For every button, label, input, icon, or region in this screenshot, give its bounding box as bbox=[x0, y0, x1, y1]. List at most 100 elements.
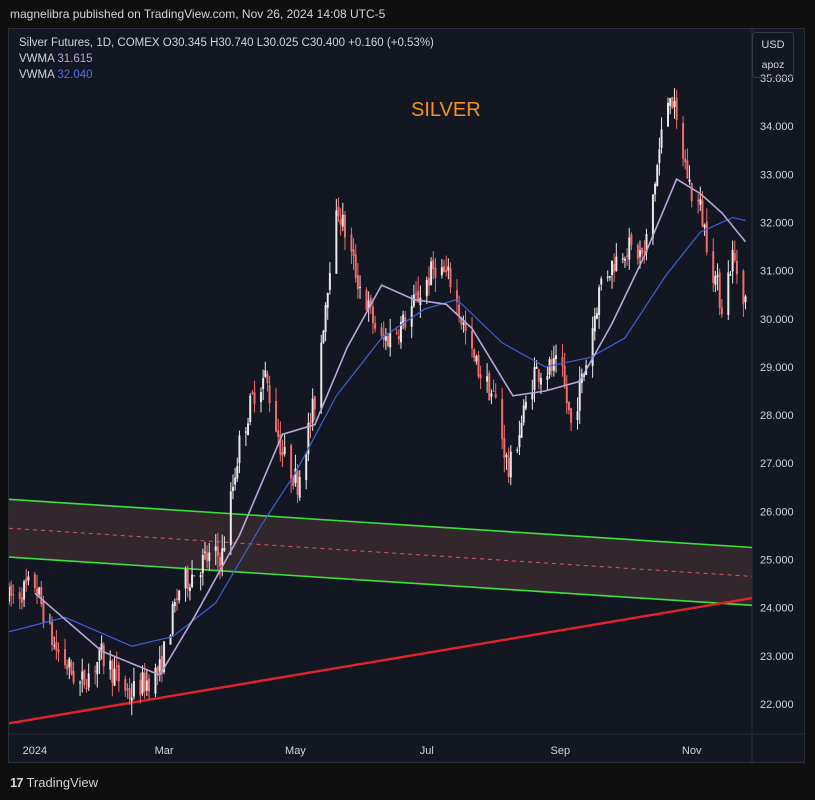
candle-body[interactable] bbox=[399, 321, 402, 343]
candle-body[interactable] bbox=[42, 601, 45, 624]
candle-body[interactable] bbox=[563, 365, 566, 387]
candle-body[interactable] bbox=[10, 585, 13, 596]
candle-body[interactable] bbox=[673, 100, 676, 108]
candle-body[interactable] bbox=[326, 292, 329, 308]
candle-body[interactable] bbox=[449, 268, 452, 288]
candle-body[interactable] bbox=[591, 328, 594, 366]
candle-body[interactable] bbox=[53, 645, 56, 647]
candle-body[interactable] bbox=[264, 370, 267, 377]
candle-body[interactable] bbox=[216, 546, 219, 557]
candle-body[interactable] bbox=[199, 575, 202, 578]
candle-body[interactable] bbox=[464, 323, 467, 331]
candle-body[interactable] bbox=[565, 386, 568, 404]
candle-body[interactable] bbox=[343, 214, 346, 238]
candle-body[interactable] bbox=[639, 250, 642, 257]
candle-body[interactable] bbox=[458, 304, 461, 317]
candle-body[interactable] bbox=[298, 476, 301, 498]
candle-body[interactable] bbox=[600, 278, 603, 285]
candle-body[interactable] bbox=[654, 183, 657, 195]
candle-body[interactable] bbox=[548, 359, 551, 375]
candle-body[interactable] bbox=[128, 688, 131, 699]
candle-body[interactable] bbox=[328, 273, 331, 291]
candle-body[interactable] bbox=[184, 568, 187, 589]
candle-body[interactable] bbox=[703, 224, 706, 228]
candle-body[interactable] bbox=[279, 434, 282, 455]
candle-body[interactable] bbox=[186, 568, 189, 589]
candle-body[interactable] bbox=[402, 314, 405, 325]
candle-body[interactable] bbox=[79, 682, 82, 684]
candle-body[interactable] bbox=[690, 183, 693, 202]
candle-body[interactable] bbox=[292, 475, 295, 486]
candle-body[interactable] bbox=[23, 581, 26, 600]
candle-body[interactable] bbox=[744, 296, 747, 303]
candle-body[interactable] bbox=[55, 642, 58, 651]
candle-body[interactable] bbox=[570, 408, 573, 424]
candle-body[interactable] bbox=[214, 546, 217, 551]
candle-body[interactable] bbox=[154, 667, 157, 694]
candle-body[interactable] bbox=[716, 275, 719, 277]
candle-body[interactable] bbox=[688, 179, 691, 182]
candle-body[interactable] bbox=[132, 681, 135, 697]
candle-body[interactable] bbox=[203, 551, 206, 553]
candle-body[interactable] bbox=[160, 655, 163, 674]
candle-body[interactable] bbox=[535, 366, 538, 369]
candle-body[interactable] bbox=[156, 666, 159, 674]
candle-body[interactable] bbox=[275, 400, 278, 432]
candle-body[interactable] bbox=[169, 635, 172, 645]
candle-body[interactable] bbox=[443, 266, 446, 273]
channel-upper-line[interactable] bbox=[9, 498, 753, 549]
candle-body[interactable] bbox=[462, 322, 465, 325]
candle-body[interactable] bbox=[705, 221, 708, 253]
candle-body[interactable] bbox=[699, 199, 702, 205]
candle-body[interactable] bbox=[113, 668, 116, 686]
candle-body[interactable] bbox=[249, 395, 252, 423]
candle-body[interactable] bbox=[623, 258, 626, 261]
candle-body[interactable] bbox=[130, 697, 133, 701]
candle-body[interactable] bbox=[68, 658, 71, 668]
candle-body[interactable] bbox=[339, 219, 342, 225]
candle-body[interactable] bbox=[111, 660, 114, 684]
candle-body[interactable] bbox=[102, 645, 105, 667]
candle-body[interactable] bbox=[593, 316, 596, 332]
candle-body[interactable] bbox=[309, 421, 312, 425]
candle-body[interactable] bbox=[578, 379, 581, 411]
candle-body[interactable] bbox=[38, 587, 41, 595]
candle-body[interactable] bbox=[490, 393, 493, 397]
candle-body[interactable] bbox=[234, 477, 237, 485]
candle-body[interactable] bbox=[387, 335, 390, 347]
candle-body[interactable] bbox=[262, 378, 265, 389]
candle-body[interactable] bbox=[503, 438, 506, 458]
candle-body[interactable] bbox=[281, 452, 284, 456]
candle-body[interactable] bbox=[12, 594, 15, 596]
candle-body[interactable] bbox=[307, 423, 310, 454]
candle-body[interactable] bbox=[494, 393, 497, 398]
candle-body[interactable] bbox=[720, 307, 723, 315]
candle-body[interactable] bbox=[324, 304, 327, 332]
candle-body[interactable] bbox=[25, 578, 28, 584]
candle-body[interactable] bbox=[522, 405, 525, 423]
candle-body[interactable] bbox=[516, 449, 519, 451]
candle-body[interactable] bbox=[158, 659, 161, 672]
candle-body[interactable] bbox=[147, 678, 150, 692]
candle-body[interactable] bbox=[598, 287, 601, 315]
candle-body[interactable] bbox=[417, 290, 420, 303]
candle-body[interactable] bbox=[367, 300, 370, 310]
candle-body[interactable] bbox=[356, 275, 359, 290]
candle-body[interactable] bbox=[531, 392, 534, 400]
candle-body[interactable] bbox=[479, 374, 482, 379]
candle-body[interactable] bbox=[139, 680, 142, 696]
tradingview-brand[interactable]: 17 TradingView bbox=[10, 775, 98, 790]
candle-body[interactable] bbox=[188, 587, 191, 592]
candle-body[interactable] bbox=[576, 411, 579, 421]
candle-body[interactable] bbox=[9, 586, 10, 602]
candle-body[interactable] bbox=[546, 376, 549, 380]
candle-body[interactable] bbox=[27, 576, 30, 581]
candle-body[interactable] bbox=[667, 103, 670, 127]
candle-body[interactable] bbox=[389, 331, 392, 348]
candle-body[interactable] bbox=[432, 259, 435, 270]
candle-body[interactable] bbox=[294, 468, 297, 483]
candle-body[interactable] bbox=[175, 598, 178, 600]
candle-body[interactable] bbox=[374, 322, 377, 329]
candle-body[interactable] bbox=[537, 369, 540, 382]
candle-body[interactable] bbox=[66, 664, 69, 670]
